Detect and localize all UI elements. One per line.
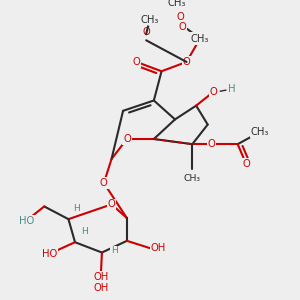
Text: O: O xyxy=(183,57,190,67)
Text: H: H xyxy=(73,204,80,213)
Text: CH₃: CH₃ xyxy=(250,127,269,137)
Text: O: O xyxy=(123,134,131,144)
Text: OH: OH xyxy=(93,272,108,282)
Text: O: O xyxy=(142,27,150,37)
Text: O: O xyxy=(133,57,140,67)
Text: CH₃: CH₃ xyxy=(140,15,158,25)
Text: O: O xyxy=(242,159,250,169)
Text: H: H xyxy=(228,84,236,94)
Text: O: O xyxy=(179,22,187,32)
Text: CH₃: CH₃ xyxy=(191,34,209,44)
Text: HO: HO xyxy=(42,249,58,259)
Text: CH₃: CH₃ xyxy=(184,174,201,183)
Text: O: O xyxy=(100,178,108,188)
Text: O: O xyxy=(196,34,204,44)
Text: H: H xyxy=(81,227,88,236)
Text: CH₃: CH₃ xyxy=(191,34,209,44)
Text: O: O xyxy=(108,200,116,209)
Text: O: O xyxy=(208,139,215,149)
FancyBboxPatch shape xyxy=(158,0,204,28)
Text: O: O xyxy=(177,12,184,22)
Text: CH₃: CH₃ xyxy=(168,0,186,8)
Text: OH: OH xyxy=(151,243,166,254)
Text: HO: HO xyxy=(19,216,34,226)
Text: O: O xyxy=(210,87,217,97)
Text: H: H xyxy=(111,246,118,255)
FancyBboxPatch shape xyxy=(183,32,217,45)
Text: OH: OH xyxy=(93,283,108,292)
Text: O: O xyxy=(210,87,217,97)
